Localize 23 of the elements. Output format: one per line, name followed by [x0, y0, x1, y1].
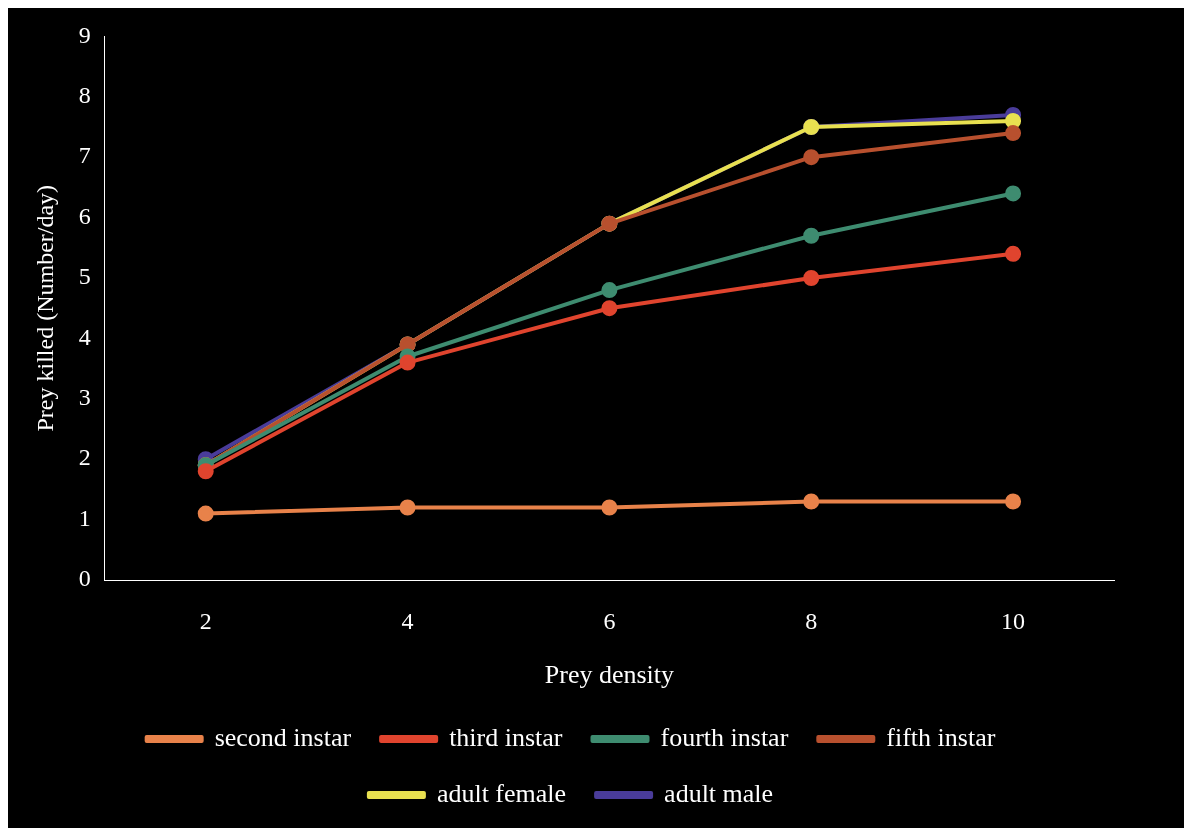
x-axis-title: Prey density: [544, 660, 675, 690]
y-tick-label: 2: [78, 444, 91, 471]
legend-label: adult male: [664, 778, 774, 808]
y-tick-label: 5: [78, 263, 91, 290]
y-tick-label: 4: [78, 323, 91, 350]
x-tick-label: 2: [199, 607, 212, 634]
x-tick-label: 6: [603, 607, 616, 634]
y-tick-label: 3: [78, 384, 91, 411]
y-tick-label: 6: [78, 202, 91, 229]
legend-label: fourth instar: [660, 722, 789, 752]
x-tick-label: 8: [805, 607, 818, 634]
legend-label: fifth instar: [886, 722, 996, 752]
y-tick-label: 7: [78, 142, 91, 169]
y-axis-title: Prey killed (Number/day): [31, 184, 58, 432]
x-tick-label: 10: [1001, 607, 1026, 634]
y-tick-label: 1: [78, 504, 91, 531]
y-tick-label: 8: [78, 82, 91, 109]
y-tick-label: 0: [78, 565, 91, 592]
legend-label: second instar: [214, 722, 352, 752]
legend-label: third instar: [449, 722, 563, 752]
y-tick-label: 9: [78, 21, 91, 48]
legend-label: adult female: [436, 778, 567, 808]
x-tick-label: 4: [401, 607, 414, 634]
